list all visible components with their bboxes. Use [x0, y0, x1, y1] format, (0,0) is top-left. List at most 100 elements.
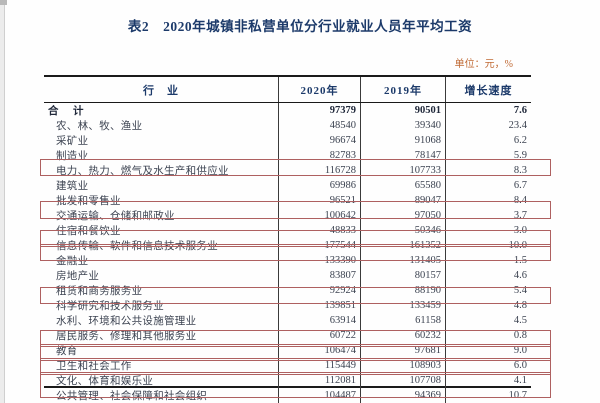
- table-row: 信息传输、软件和信息技术服务业 177544 161352 10.0: [44, 238, 531, 253]
- table-row: 房地产业 83807 80157 4.6: [44, 268, 531, 283]
- column-header-industry: 行 业: [143, 84, 179, 97]
- value-2019-cell: 88190: [360, 283, 445, 298]
- growth-cell: -3.0: [445, 223, 531, 238]
- growth-cell: 5.9: [445, 148, 531, 163]
- page-title: 表2 2020年城镇非私营单位分行业就业人员年平均工资: [127, 19, 473, 34]
- value-2019-cell: 80157: [360, 268, 445, 283]
- table-body: 合 计 97379 90501 7.6 农、林、牧、渔业 48540 39340…: [44, 103, 531, 403]
- value-2020-cell: 83807: [278, 268, 360, 283]
- industry-cell: 建筑业: [56, 181, 89, 192]
- growth-cell: 0.8: [445, 328, 531, 343]
- growth-cell: 6.0: [445, 358, 531, 373]
- value-2019-cell: 107708: [360, 373, 445, 388]
- value-2019-cell: 89047: [360, 193, 445, 208]
- value-2020-cell: 112081: [278, 373, 360, 388]
- table-row: 采矿业 96674 91068 6.2: [44, 133, 531, 148]
- table-row: 批发和零售业 96521 89047 8.4: [44, 193, 531, 208]
- table-row: 居民服务、修理和其他服务业 60722 60232 0.8: [44, 328, 531, 343]
- value-2020-cell: 97379: [278, 103, 360, 118]
- table-row: 合 计 97379 90501 7.6: [44, 103, 531, 118]
- value-2019-cell: 65580: [360, 178, 445, 193]
- growth-cell: 6.2: [445, 133, 531, 148]
- value-2019-cell: 90501: [360, 103, 445, 118]
- industry-cell: 住宿和餐饮业: [56, 226, 121, 237]
- industry-cell: 交通运输、仓储和邮政业: [56, 211, 175, 222]
- value-2019-cell: 97681: [360, 343, 445, 358]
- growth-cell: 10.0: [445, 238, 531, 253]
- value-2020-cell: 96674: [278, 133, 360, 148]
- growth-cell: 8.3: [445, 163, 531, 178]
- value-2019-cell: 78147: [360, 148, 445, 163]
- growth-cell: 8.4: [445, 193, 531, 208]
- table-row: 金融业 133390 131405 1.5: [44, 253, 531, 268]
- table-row: 水利、环境和公共设施管理业 63914 61158 4.5: [44, 313, 531, 328]
- industry-cell: 制造业: [56, 151, 89, 162]
- value-2020-cell: 177544: [278, 238, 360, 253]
- industry-cell: 批发和零售业: [56, 196, 121, 207]
- table-row: 租赁和商务服务业 92924 88190 5.4: [44, 283, 531, 298]
- table-row: 公共管理、社会保障和社会组织 104487 94369 10.7: [44, 388, 531, 403]
- value-2020-cell: 69986: [278, 178, 360, 193]
- column-header-growth: 增长速度: [445, 77, 531, 102]
- value-2020-cell: 60722: [278, 328, 360, 343]
- unit-label: 单位：元，%: [454, 59, 513, 70]
- column-header-2020: 2020年: [278, 77, 360, 102]
- page-corner-mark: [0, 0, 7, 5]
- wage-table: 行 业 2020年 2019年 增长速度 合 计 97379 90501 7.6…: [44, 75, 531, 403]
- value-2019-cell: 61158: [360, 313, 445, 328]
- growth-cell: 4.5: [445, 313, 531, 328]
- value-2019-cell: 50346: [360, 223, 445, 238]
- value-2020-cell: 133390: [278, 253, 360, 268]
- industry-cell: 租赁和商务服务业: [56, 286, 143, 297]
- industry-cell: 信息传输、软件和信息技术服务业: [56, 241, 218, 252]
- industry-cell: 公共管理、社会保障和社会组织: [56, 391, 208, 402]
- table-header-row: 行 业 2020年 2019年 增长速度: [44, 75, 531, 103]
- growth-cell: 9.0: [445, 343, 531, 358]
- value-2019-cell: 133459: [360, 298, 445, 313]
- growth-cell: 6.7: [445, 178, 531, 193]
- value-2020-cell: 139851: [278, 298, 360, 313]
- industry-cell: 合 计: [48, 106, 86, 117]
- growth-cell: 3.7: [445, 208, 531, 223]
- value-2020-cell: 63914: [278, 313, 360, 328]
- industry-cell: 文化、体育和娱乐业: [56, 376, 154, 387]
- value-2020-cell: 48833: [278, 223, 360, 238]
- value-2020-cell: 48540: [278, 118, 360, 133]
- value-2019-cell: 108903: [360, 358, 445, 373]
- industry-cell: 教育: [56, 346, 78, 357]
- industry-cell: 科学研究和技术服务业: [56, 301, 164, 312]
- page-left-edge: [0, 0, 5, 403]
- industry-cell: 水利、环境和公共设施管理业: [56, 316, 197, 327]
- growth-cell: 23.4: [445, 118, 531, 133]
- table-row: 文化、体育和娱乐业 112081 107708 4.1: [44, 373, 531, 388]
- value-2019-cell: 94369: [360, 388, 445, 403]
- growth-cell: 1.5: [445, 253, 531, 268]
- value-2019-cell: 107733: [360, 163, 445, 178]
- growth-cell: 4.1: [445, 373, 531, 388]
- value-2020-cell: 96521: [278, 193, 360, 208]
- growth-cell: 4.8: [445, 298, 531, 313]
- value-2019-cell: 60232: [360, 328, 445, 343]
- value-2020-cell: 116728: [278, 163, 360, 178]
- column-header-2019: 2019年: [360, 77, 445, 102]
- value-2020-cell: 104487: [278, 388, 360, 403]
- table-row: 科学研究和技术服务业 139851 133459 4.8: [44, 298, 531, 313]
- table-row: 交通运输、仓储和邮政业 100642 97050 3.7: [44, 208, 531, 223]
- industry-cell: 采矿业: [56, 136, 89, 147]
- table-row: 卫生和社会工作 115449 108903 6.0: [44, 358, 531, 373]
- table-row: 建筑业 69986 65580 6.7: [44, 178, 531, 193]
- industry-cell: 卫生和社会工作: [56, 361, 132, 372]
- table-row: 制造业 82783 78147 5.9: [44, 148, 531, 163]
- value-2019-cell: 39340: [360, 118, 445, 133]
- value-2020-cell: 92924: [278, 283, 360, 298]
- value-2019-cell: 91068: [360, 133, 445, 148]
- value-2019-cell: 97050: [360, 208, 445, 223]
- value-2020-cell: 82783: [278, 148, 360, 163]
- table-row: 教育 106474 97681 9.0: [44, 343, 531, 358]
- table-row: 电力、热力、燃气及水生产和供应业 116728 107733 8.3: [44, 163, 531, 178]
- value-2020-cell: 106474: [278, 343, 360, 358]
- value-2019-cell: 131405: [360, 253, 445, 268]
- industry-cell: 居民服务、修理和其他服务业: [56, 331, 197, 342]
- value-2020-cell: 100642: [278, 208, 360, 223]
